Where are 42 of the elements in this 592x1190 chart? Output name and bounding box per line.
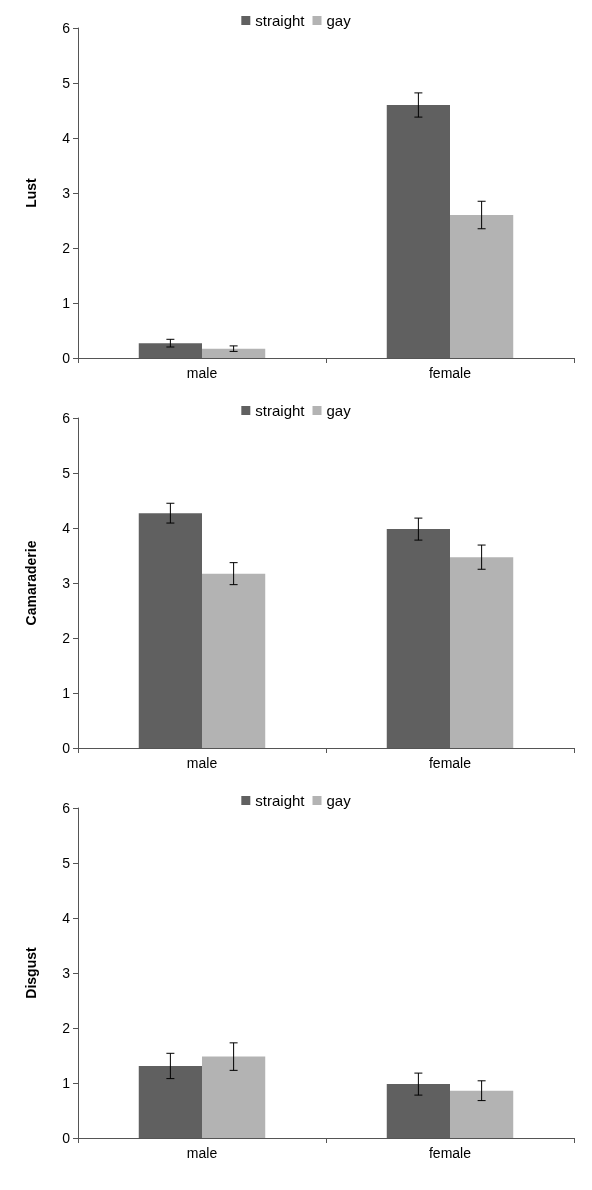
legend-label: straight bbox=[255, 792, 306, 809]
x-tick-label: male bbox=[186, 1145, 218, 1161]
bar bbox=[450, 215, 514, 358]
y-tick-label: 4 bbox=[62, 910, 71, 926]
y-tick-label: 2 bbox=[62, 630, 71, 646]
y-axis-title: Disgust bbox=[23, 947, 39, 999]
x-tick-label: male bbox=[186, 365, 218, 381]
y-tick-label: 2 bbox=[62, 1020, 71, 1036]
y-tick-label: 3 bbox=[62, 965, 71, 981]
x-tick-label: female bbox=[428, 1145, 472, 1161]
y-axis-title: Lust bbox=[23, 177, 39, 208]
y-tick-label: 1 bbox=[62, 295, 71, 311]
y-tick-label: 4 bbox=[62, 520, 71, 536]
y-tick-label: 1 bbox=[62, 1075, 71, 1091]
x-tick-label: female bbox=[428, 755, 472, 771]
y-tick-label: 0 bbox=[62, 740, 71, 756]
x-tick-label: female bbox=[428, 365, 472, 381]
y-tick-label: 2 bbox=[62, 240, 71, 256]
y-tick-label: 4 bbox=[62, 130, 71, 146]
y-tick-label: 3 bbox=[62, 575, 71, 591]
legend-label: straight bbox=[255, 12, 306, 29]
bar bbox=[202, 1056, 266, 1138]
y-tick-label: 3 bbox=[62, 185, 71, 201]
y-tick-label: 0 bbox=[62, 350, 71, 366]
legend-label: gay bbox=[326, 792, 352, 809]
bar bbox=[202, 573, 266, 748]
bar bbox=[450, 557, 514, 748]
legend-label: gay bbox=[326, 12, 352, 29]
y-tick-label: 6 bbox=[62, 410, 71, 426]
y-tick-label: 0 bbox=[62, 1130, 71, 1146]
y-tick-label: 5 bbox=[62, 465, 71, 481]
legend-label: straight bbox=[255, 402, 306, 419]
y-tick-label: 6 bbox=[62, 20, 71, 36]
y-tick-label: 5 bbox=[62, 855, 71, 871]
y-tick-label: 1 bbox=[62, 685, 71, 701]
y-tick-label: 5 bbox=[62, 75, 71, 91]
y-tick-label: 6 bbox=[62, 800, 71, 816]
x-tick-label: male bbox=[186, 755, 218, 771]
y-axis-title: Camaraderie bbox=[23, 540, 39, 626]
bar bbox=[202, 348, 266, 358]
bar bbox=[450, 1090, 514, 1138]
legend-label: gay bbox=[326, 402, 352, 419]
